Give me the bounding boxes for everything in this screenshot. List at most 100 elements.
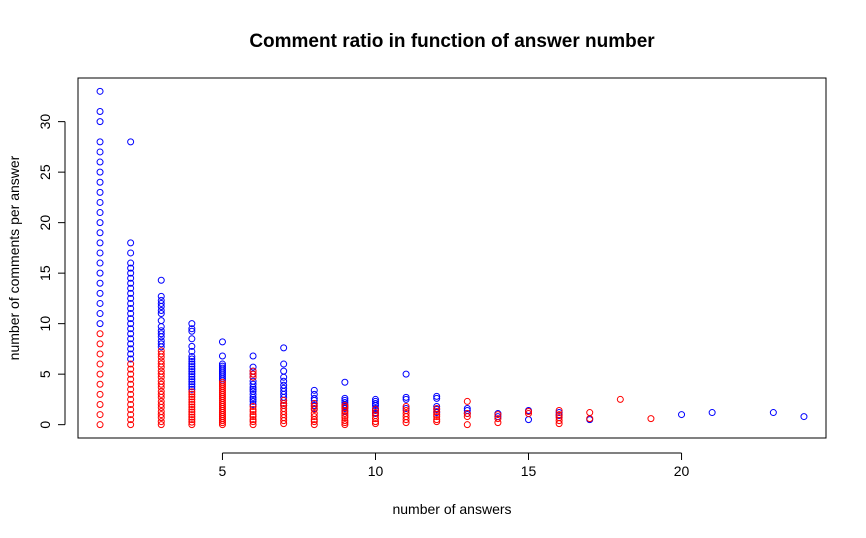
data-point xyxy=(127,294,135,302)
data-point xyxy=(433,394,441,402)
data-point xyxy=(402,419,410,427)
data-point xyxy=(127,375,135,383)
data-point xyxy=(188,355,196,363)
data-point xyxy=(127,350,135,358)
data-point xyxy=(157,390,165,398)
data-point xyxy=(96,411,104,419)
data-point xyxy=(280,399,288,407)
data-point xyxy=(188,378,196,386)
data-point xyxy=(157,292,165,300)
data-point xyxy=(218,419,226,427)
data-point xyxy=(127,269,135,277)
data-point xyxy=(280,420,288,428)
data-point xyxy=(127,310,135,318)
data-point xyxy=(708,409,716,417)
data-point xyxy=(188,418,196,426)
data-point xyxy=(188,335,196,343)
data-point xyxy=(127,345,135,353)
data-point xyxy=(249,413,257,421)
data-point xyxy=(96,330,104,338)
x-tick-label: 10 xyxy=(368,463,384,479)
data-point xyxy=(96,198,104,206)
data-point xyxy=(157,353,165,361)
data-point xyxy=(127,416,135,424)
data-point xyxy=(249,363,257,371)
data-point xyxy=(127,335,135,343)
data-point xyxy=(127,299,135,307)
data-point xyxy=(402,370,410,378)
data-point xyxy=(127,330,135,338)
data-point xyxy=(127,390,135,398)
data-point xyxy=(96,108,104,116)
data-point xyxy=(188,327,196,335)
data-point xyxy=(310,402,318,410)
data-point xyxy=(157,343,165,351)
data-point xyxy=(188,400,196,408)
data-point xyxy=(218,338,226,346)
data-point xyxy=(157,299,165,307)
data-point xyxy=(280,396,288,404)
data-point xyxy=(310,394,318,402)
data-point xyxy=(157,411,165,419)
data-point xyxy=(96,279,104,287)
data-point xyxy=(463,410,471,418)
data-point xyxy=(157,302,165,310)
data-point xyxy=(341,401,349,409)
data-point xyxy=(96,340,104,348)
data-point xyxy=(249,385,257,393)
data-point xyxy=(127,370,135,378)
data-point xyxy=(433,418,441,426)
data-point xyxy=(402,393,410,401)
data-point xyxy=(188,421,196,429)
data-point xyxy=(433,408,441,416)
data-point xyxy=(127,279,135,287)
data-point xyxy=(310,416,318,424)
data-point xyxy=(96,350,104,358)
data-point xyxy=(96,289,104,297)
y-axis: 0 5 10 15 20 25 30 xyxy=(37,114,66,429)
data-point xyxy=(127,305,135,313)
data-point xyxy=(157,307,165,315)
data-point xyxy=(310,418,318,426)
y-tick-label: 0 xyxy=(37,421,53,429)
data-point xyxy=(371,418,379,426)
data-point xyxy=(188,360,196,368)
data-point xyxy=(127,239,135,247)
data-point xyxy=(249,408,257,416)
data-point xyxy=(188,380,196,388)
data-point xyxy=(463,405,471,413)
data-point xyxy=(127,406,135,414)
data-point xyxy=(188,347,196,355)
data-point xyxy=(188,363,196,371)
data-point xyxy=(371,420,379,428)
data-point xyxy=(433,416,441,424)
data-point xyxy=(96,370,104,378)
data-point xyxy=(96,148,104,156)
data-point xyxy=(249,397,257,405)
data-point xyxy=(188,375,196,383)
data-point xyxy=(127,264,135,272)
data-point xyxy=(616,395,624,403)
data-point xyxy=(127,395,135,403)
data-point xyxy=(157,370,165,378)
plot-frame xyxy=(77,77,827,439)
data-point xyxy=(157,421,165,429)
data-point xyxy=(157,393,165,401)
data-point xyxy=(310,386,318,394)
data-point xyxy=(188,383,196,391)
data-point xyxy=(341,412,349,420)
data-point xyxy=(188,385,196,393)
data-point xyxy=(433,392,441,400)
data-point xyxy=(96,380,104,388)
data-point xyxy=(249,383,257,391)
data-point xyxy=(127,385,135,393)
data-point xyxy=(96,400,104,408)
data-point xyxy=(800,413,808,421)
data-point xyxy=(249,406,257,414)
data-point xyxy=(127,360,135,368)
data-point xyxy=(433,413,441,421)
data-point xyxy=(188,352,196,360)
y-tick-label: 30 xyxy=(37,114,53,130)
data-point xyxy=(96,320,104,328)
data-point xyxy=(96,87,104,95)
